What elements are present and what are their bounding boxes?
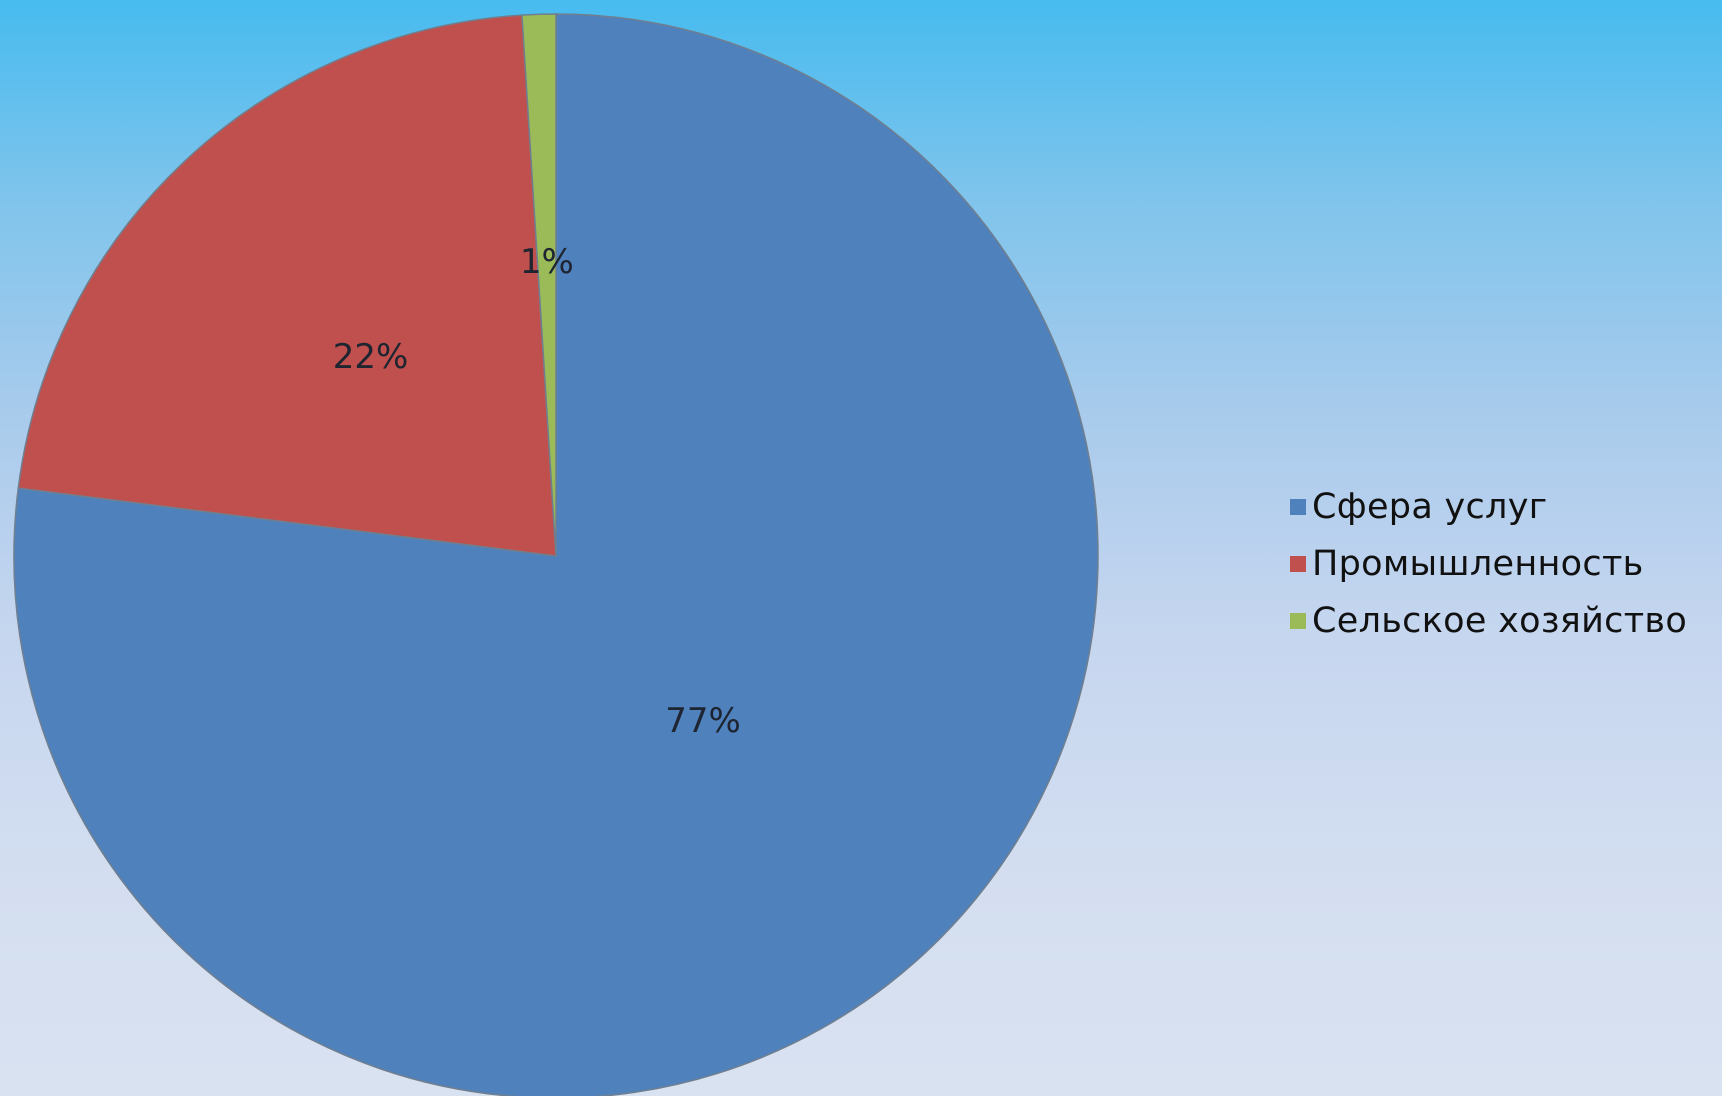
legend-label-industry: Промышленность	[1312, 543, 1644, 584]
data-label-services: 77%	[665, 701, 741, 741]
pie-slices	[13, 13, 1099, 1096]
chart-legend: Сфера услуг Промышленность Сельское хозя…	[1290, 478, 1687, 649]
legend-label-agriculture: Сельское хозяйство	[1312, 600, 1688, 641]
pie-data-labels: 77% 22% 1%	[333, 242, 741, 741]
legend-item-agriculture: Сельское хозяйство	[1290, 592, 1687, 649]
legend-swatch-industry	[1290, 555, 1306, 572]
legend-item-services: Сфера услуг	[1290, 478, 1687, 535]
legend-swatch-agriculture	[1290, 612, 1306, 629]
data-label-agriculture: 1%	[520, 242, 574, 282]
data-label-industry: 22%	[333, 337, 409, 377]
pie-slice-agriculture	[521, 13, 557, 557]
legend-swatch-services	[1290, 498, 1306, 515]
pie-slice-industry	[17, 14, 557, 557]
legend-label-services: Сфера услуг	[1312, 486, 1548, 527]
legend-item-industry: Промышленность	[1290, 535, 1687, 592]
